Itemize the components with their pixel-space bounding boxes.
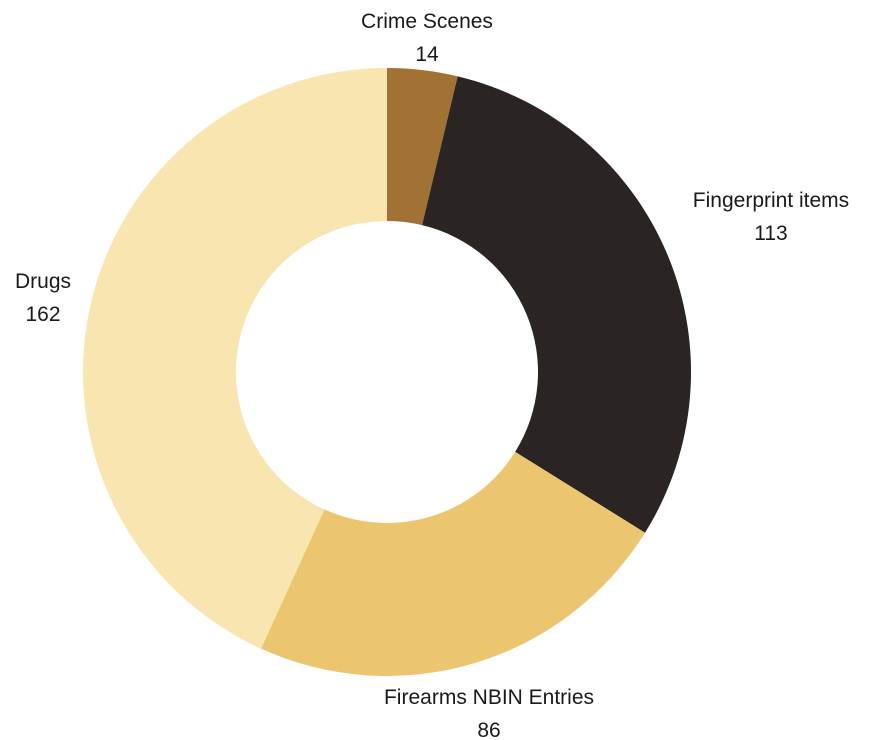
slice-fingerprint-items <box>422 76 692 533</box>
slice-labels: Crime Scenes 14 Fingerprint items 113 Firear… <box>15 10 849 740</box>
slice-label-name: Drugs <box>15 270 71 293</box>
slice-label-name: Crime Scenes <box>361 10 493 33</box>
donut-slices <box>82 68 692 677</box>
slice-label-value: 86 <box>477 719 500 740</box>
slice-firearms-nbin-entries <box>261 451 646 677</box>
slice-label-value: 113 <box>754 222 787 245</box>
slice-label-value: 162 <box>25 303 60 326</box>
slice-label-value: 14 <box>415 43 439 66</box>
slice-label-name: Firearms NBIN Entries <box>384 686 594 709</box>
slice-crime-scenes <box>387 68 458 226</box>
slice-drugs <box>82 68 388 649</box>
slice-label-name: Fingerprint items <box>693 189 849 212</box>
